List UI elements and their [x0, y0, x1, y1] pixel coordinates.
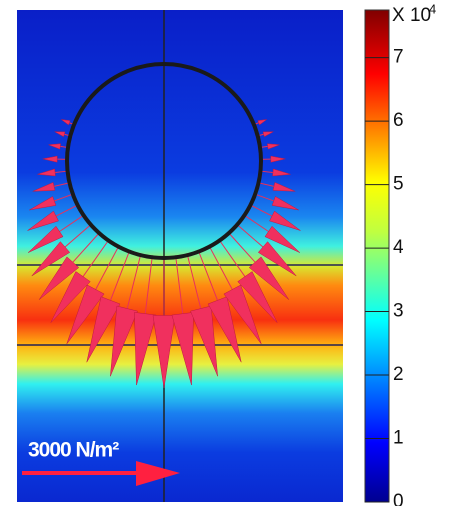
force-arrow-shaft — [55, 203, 80, 217]
force-arrow — [271, 196, 299, 211]
force-arrow — [60, 119, 71, 126]
force-arrow — [27, 210, 59, 231]
colorbar-tick-label: 4 — [393, 237, 404, 258]
colorbar-tick-label: 7 — [393, 47, 404, 68]
force-arrow — [267, 143, 280, 150]
force-arrow — [248, 256, 290, 300]
circle-outline — [65, 62, 263, 260]
force-arrows — [27, 119, 301, 389]
force-arrow — [29, 196, 57, 211]
force-arrow-shaft — [144, 255, 153, 314]
force-arrow — [27, 225, 64, 253]
force-arrow — [272, 168, 291, 177]
force-arrow-shaft — [126, 253, 142, 309]
force-arrow — [38, 256, 80, 300]
force-arrow — [48, 143, 61, 150]
force-arrow — [262, 131, 274, 138]
force-arrow-shaft — [218, 238, 246, 277]
force-arrow — [257, 119, 268, 126]
force-arrow — [223, 284, 262, 345]
force-arrow-shaft — [197, 249, 218, 301]
force-arrow-shaft — [242, 213, 269, 232]
force-arrow — [264, 225, 301, 253]
force-arrow-shaft — [72, 231, 101, 263]
force-arrow — [86, 296, 121, 363]
force-arrow — [50, 271, 91, 323]
force-arrow — [171, 312, 194, 386]
force-arrow — [207, 296, 242, 363]
force-arrow-shaft — [186, 253, 202, 309]
force-arrow — [42, 155, 58, 163]
force-arrow — [54, 131, 66, 138]
colorbar-label: X 10 — [392, 5, 431, 26]
force-arrow-shaft — [235, 222, 264, 248]
force-arrow — [37, 168, 56, 177]
force-arrow-shaft — [110, 249, 131, 301]
force-arrow-shaft — [82, 238, 110, 277]
force-arrow — [257, 241, 297, 277]
colorbar-tick-label: 3 — [393, 301, 404, 322]
force-arrow-shaft — [64, 222, 93, 248]
force-arrow — [110, 305, 138, 377]
colorbar — [364, 9, 390, 503]
colorbar-tick-label: 1 — [393, 428, 404, 449]
force-arrow — [134, 312, 157, 386]
force-arrow — [270, 155, 286, 163]
force-arrow — [190, 305, 218, 377]
force-arrow — [152, 315, 176, 389]
force-arrow-shaft — [95, 244, 120, 290]
force-arrow — [237, 271, 278, 323]
force-arrow — [32, 182, 56, 192]
colorbar-tick-label: 2 — [393, 364, 404, 385]
colorbar-exponent: 4 — [429, 1, 436, 16]
scale-label: 3000 N/m² — [28, 439, 119, 462]
force-arrow-shaft — [175, 255, 184, 314]
force-arrow-shaft — [227, 231, 256, 263]
force-arrow — [272, 182, 296, 192]
force-arrow-shaft — [248, 203, 273, 217]
force-arrow-shaft — [59, 213, 86, 232]
colorbar-tick-label: 6 — [393, 110, 404, 131]
force-arrow — [66, 284, 105, 345]
colorbar-tick-label: 5 — [393, 174, 404, 195]
scale-arrowhead — [136, 461, 180, 486]
force-arrow-shaft — [208, 244, 233, 290]
colorbar-tick-label: 0 — [393, 491, 404, 506]
force-arrow — [31, 241, 71, 277]
force-arrow — [269, 210, 301, 231]
